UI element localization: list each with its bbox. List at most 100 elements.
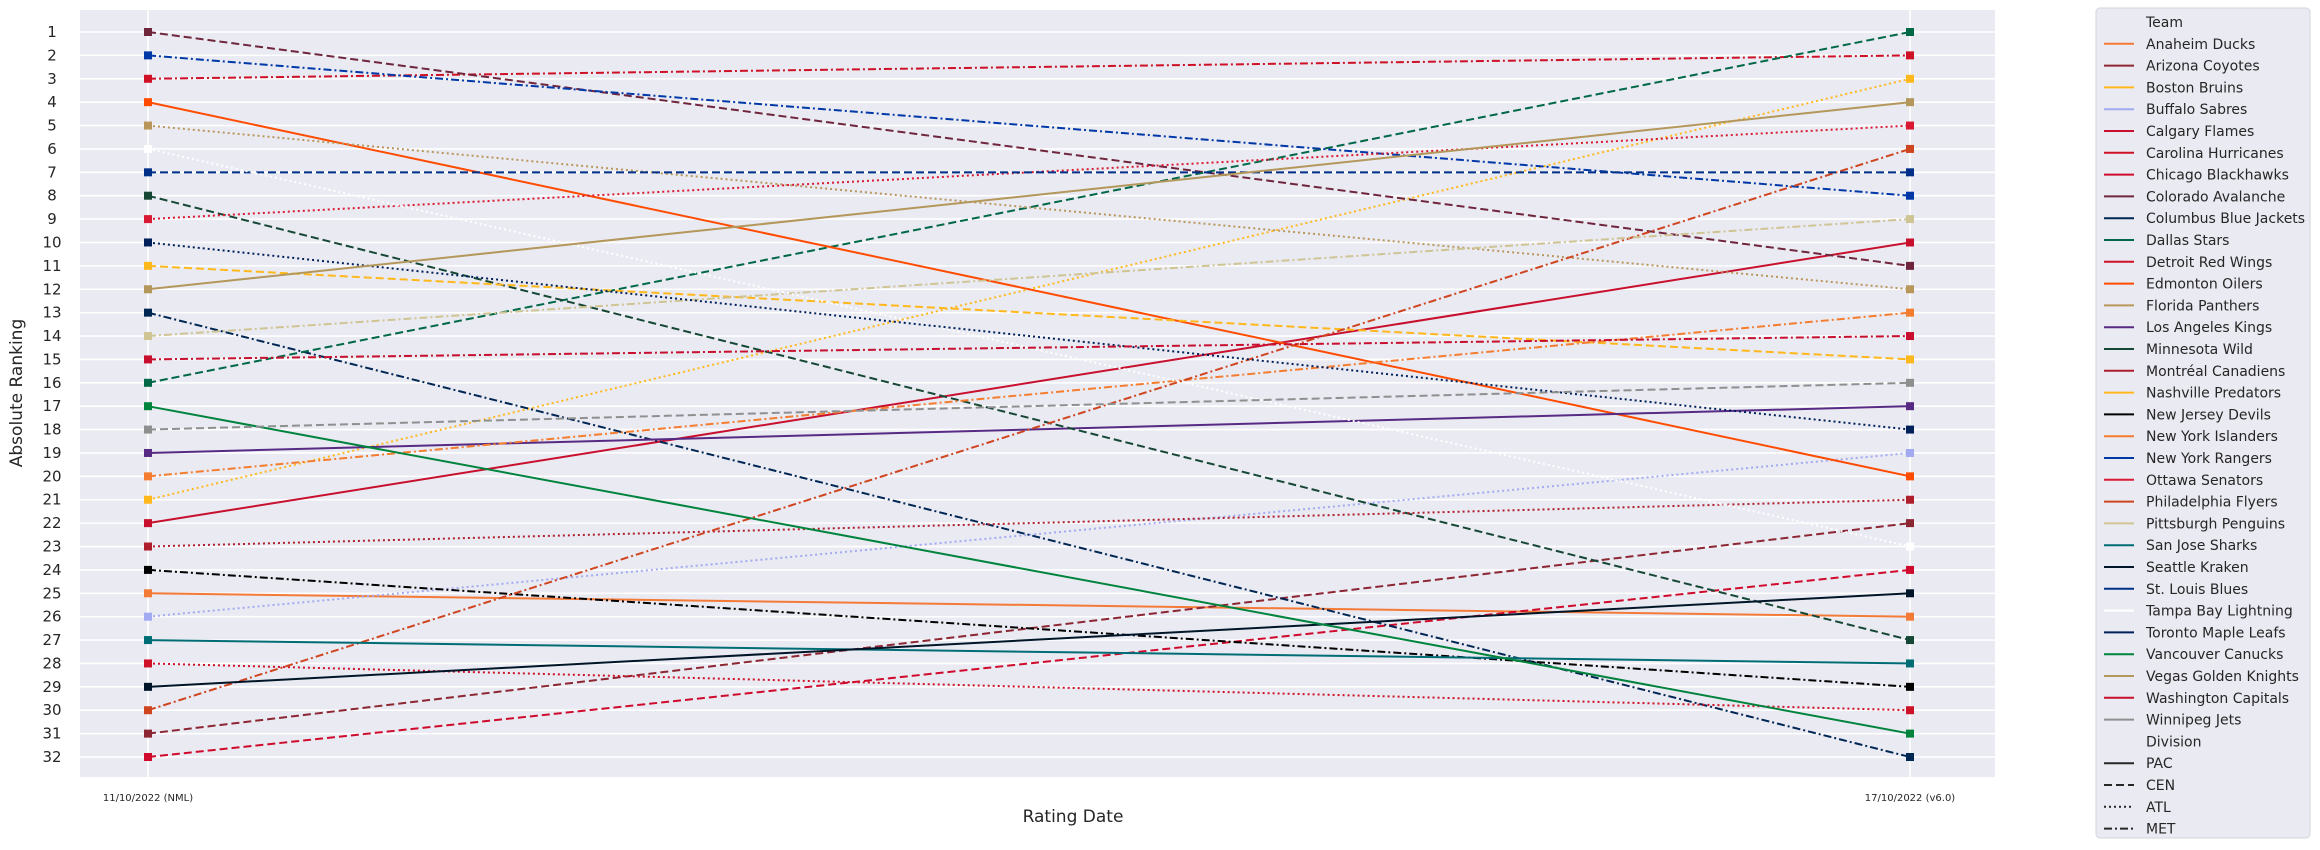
data-point-arizona-coyotes (1906, 519, 1914, 528)
data-point-anaheim-ducks (144, 589, 152, 598)
legend-label-division-cen: CEN (2146, 778, 2175, 794)
data-point-buffalo-sabres (1906, 448, 1914, 457)
data-point-toronto-maple-leafs (1906, 425, 1914, 434)
y-tick-label: 18 (42, 421, 61, 439)
data-point-philadelphia-flyers (1906, 144, 1914, 153)
legend-label-new-jersey-devils: New Jersey Devils (2146, 407, 2271, 423)
legend-label-division-pac: PAC (2146, 756, 2173, 772)
y-tick-label: 1 (47, 23, 57, 41)
y-tick-label: 32 (42, 748, 61, 766)
y-tick-label: 11 (42, 257, 61, 275)
data-point-washington-capitals (144, 355, 152, 364)
legend-label-vegas-golden-knights: Vegas Golden Knights (2146, 669, 2299, 685)
legend-label-winnipeg-jets: Winnipeg Jets (2146, 713, 2241, 729)
legend-label-montreal-canadiens: Montréal Canadiens (2146, 364, 2285, 380)
series-line-winnipeg-jets (147, 381, 1911, 431)
y-tick-label: 7 (47, 163, 57, 181)
grid (80, 10, 1995, 777)
legend-label-arizona-coyotes: Arizona Coyotes (2146, 59, 2260, 75)
y-tick-label: 12 (42, 280, 61, 298)
y-tick-label: 22 (42, 514, 61, 532)
legend-label-san-jose-sharks: San Jose Sharks (2146, 538, 2257, 554)
data-point-winnipeg-jets (144, 425, 152, 434)
y-axis-label: Absolute Ranking (7, 319, 27, 467)
data-point-new-jersey-devils (1906, 682, 1914, 691)
legend-label-washington-capitals: Washington Capitals (2146, 691, 2289, 707)
data-point-florida-panthers (1906, 285, 1914, 294)
data-point-detroit-red-wings (144, 659, 152, 668)
series-line-colorado-avalanche (147, 31, 1911, 267)
data-point-los-angeles-kings (144, 448, 152, 457)
data-point-chicago-blackhawks (1906, 565, 1914, 574)
y-tick-label: 27 (42, 631, 61, 649)
data-point-new-jersey-devils (144, 565, 152, 574)
legend-label-colorado-avalanche: Colorado Avalanche (2146, 189, 2285, 205)
y-tick-label: 6 (47, 140, 57, 158)
series-line-washington-capitals (147, 335, 1911, 361)
legend-label-dallas-stars: Dallas Stars (2146, 233, 2229, 249)
data-point-carolina-hurricanes (144, 74, 152, 83)
legend-label-ottawa-senators: Ottawa Senators (2146, 473, 2263, 489)
series-line-toronto-maple-leafs (147, 241, 1911, 431)
y-tick-label: 16 (42, 374, 61, 392)
y-tick-label: 26 (42, 608, 61, 626)
data-point-calgary-flames (144, 519, 152, 528)
series-line-montreal-canadiens (147, 498, 1911, 548)
y-tick-label: 23 (42, 538, 61, 556)
y-tick-label: 4 (47, 93, 57, 111)
y-tick-label: 13 (42, 304, 61, 322)
data-point-vancouver-canucks (144, 402, 152, 411)
data-point-san-jose-sharks (144, 636, 152, 645)
data-point-vancouver-canucks (1906, 729, 1914, 738)
y-tick-label: 21 (42, 491, 61, 509)
legend-label-division-atl: ATL (2146, 800, 2171, 816)
y-tick-label: 3 (47, 70, 57, 88)
series-line-seattle-kraken (147, 592, 1911, 688)
data-point-st-louis-blues (1906, 168, 1914, 177)
data-point-winnipeg-jets (1906, 378, 1914, 387)
data-point-ottawa-senators (144, 215, 152, 224)
data-point-carolina-hurricanes (1906, 51, 1914, 60)
legend: Team Division Anaheim Ducks Arizona Coyot… (2095, 7, 2311, 839)
legend-label-pittsburgh-penguins: Pittsburgh Penguins (2146, 516, 2285, 532)
y-tick-label: 25 (42, 584, 61, 602)
legend-label-new-york-rangers: New York Rangers (2146, 451, 2272, 467)
legend-label-anaheim-ducks: Anaheim Ducks (2146, 37, 2255, 53)
legend-label-columbus-blue-jackets: Columbus Blue Jackets (2146, 211, 2305, 227)
legend-label-new-york-islanders: New York Islanders (2146, 429, 2278, 445)
y-tick-label: 19 (42, 444, 61, 462)
series-line-minnesota-wild (147, 194, 1911, 642)
legend-label-toronto-maple-leafs: Toronto Maple Leafs (2145, 625, 2286, 641)
legend-label-nashville-predators: Nashville Predators (2146, 386, 2281, 402)
y-tick-label: 5 (47, 117, 57, 135)
legend-label-tampa-bay-lightning: Tampa Bay Lightning (2145, 604, 2293, 620)
data-point-boston-bruins (144, 495, 152, 504)
data-point-tampa-bay-lightning (144, 144, 152, 153)
series-line-arizona-coyotes (147, 522, 1911, 735)
series-line-tampa-bay-lightning (147, 147, 1911, 548)
data-point-seattle-kraken (144, 682, 152, 691)
x-tick-labels: 11/10/2022 (NML) 17/10/2022 (v6.0) (103, 793, 1955, 804)
data-point-minnesota-wild (1906, 636, 1914, 645)
y-tick-label: 17 (42, 397, 61, 415)
series-line-columbus-blue-jackets (147, 311, 1911, 758)
data-point-detroit-red-wings (1906, 706, 1914, 715)
legend-label-vancouver-canucks: Vancouver Canucks (2146, 647, 2283, 663)
y-tick-label: 31 (42, 725, 61, 743)
x-axis-label: Rating Date (1023, 807, 1124, 827)
series-markers (144, 28, 1914, 761)
series-line-chicago-blackhawks (147, 568, 1911, 758)
data-point-vegas-golden-knights (1906, 98, 1914, 107)
y-tick-label: 15 (42, 350, 61, 368)
series-line-carolina-hurricanes (147, 54, 1911, 80)
y-tick-label: 20 (42, 467, 61, 485)
data-point-nashville-predators (1906, 355, 1914, 364)
data-point-pittsburgh-penguins (1906, 215, 1914, 224)
data-point-washington-capitals (1906, 332, 1914, 341)
data-point-pittsburgh-penguins (144, 332, 152, 341)
x-tick-label: 11/10/2022 (NML) (103, 793, 193, 804)
legend-label-los-angeles-kings: Los Angeles Kings (2146, 320, 2272, 336)
data-point-boston-bruins (1906, 74, 1914, 83)
series-line-nashville-predators (147, 264, 1911, 361)
